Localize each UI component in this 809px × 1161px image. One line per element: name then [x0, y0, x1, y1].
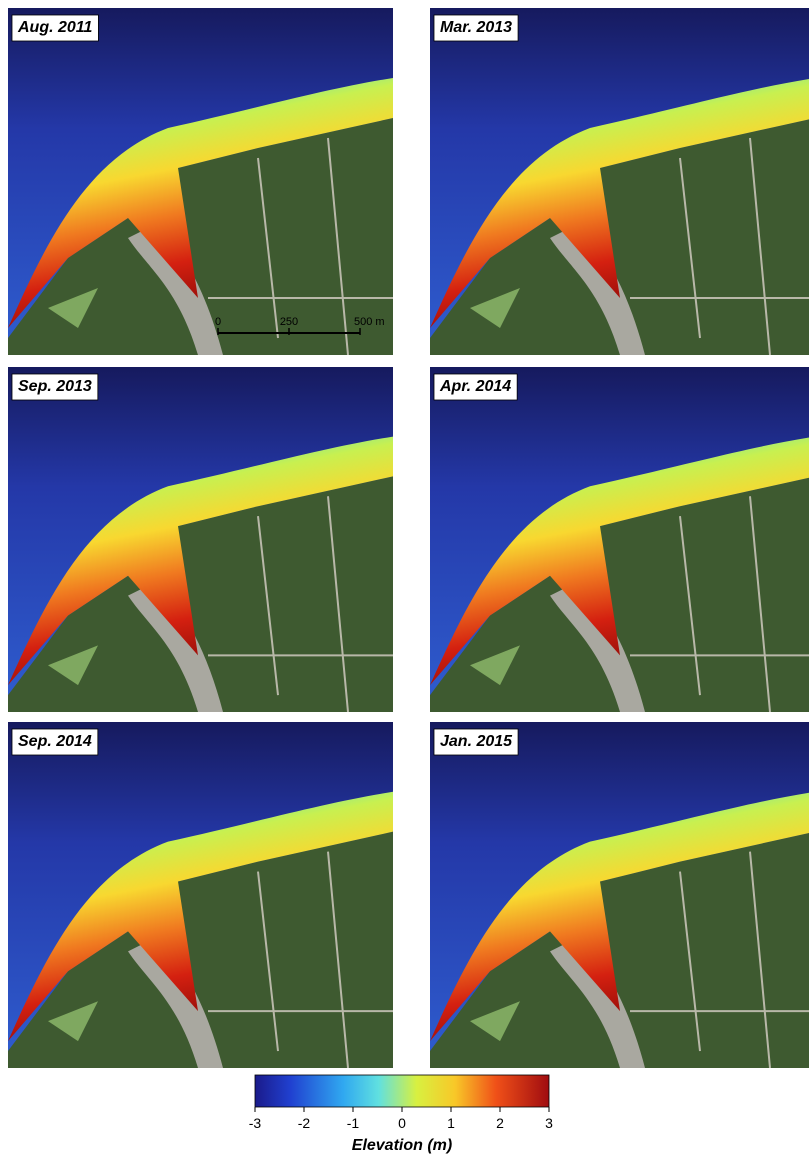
colorbar-tick-label: 3 [545, 1115, 553, 1131]
colorbar-tick-label: -3 [249, 1115, 262, 1131]
map-panels: Aug. 2011 Mar. 2013 Sep. 2013 Apr. 2014 Sep.… [8, 8, 809, 1068]
elevation-map [430, 722, 809, 1068]
map-panel: Apr. 2014 [430, 367, 809, 712]
panel-label: Jan. 2015 [440, 733, 513, 750]
colorbar-tick-label: 0 [398, 1115, 406, 1131]
scale-bar-label: 500 m [354, 316, 385, 328]
elevation-map [430, 8, 809, 355]
panel-label: Mar. 2013 [440, 19, 512, 36]
colorbar-tick-label: 1 [447, 1115, 455, 1131]
map-panel: Jan. 2015 [430, 722, 809, 1068]
map-panel: Sep. 2014 [8, 722, 393, 1068]
elevation-map [8, 8, 393, 355]
panel-label: Aug. 2011 [17, 19, 93, 36]
map-panel: Sep. 2013 [8, 367, 393, 712]
map-panel: Mar. 2013 [430, 8, 809, 355]
scale-bar-label: 250 [280, 316, 298, 328]
map-panel: Aug. 2011 [8, 8, 393, 355]
elevation-map [430, 367, 809, 712]
figure: Aug. 2011 Mar. 2013 Sep. 2013 Apr. 2014 Sep.… [0, 0, 809, 1156]
scale-bar-label: 0 [215, 316, 221, 328]
colorbar [255, 1075, 549, 1107]
elevation-map [8, 367, 393, 712]
elevation-map [8, 722, 393, 1068]
panel-label: Sep. 2013 [18, 378, 92, 395]
panel-label: Apr. 2014 [439, 378, 511, 395]
colorbar-tick-label: 2 [496, 1115, 504, 1131]
colorbar-tick-label: -2 [298, 1115, 311, 1131]
panel-label: Sep. 2014 [18, 733, 92, 750]
colorbar-tick-label: -1 [347, 1115, 360, 1131]
colorbar-label: Elevation (m) [352, 1137, 452, 1154]
